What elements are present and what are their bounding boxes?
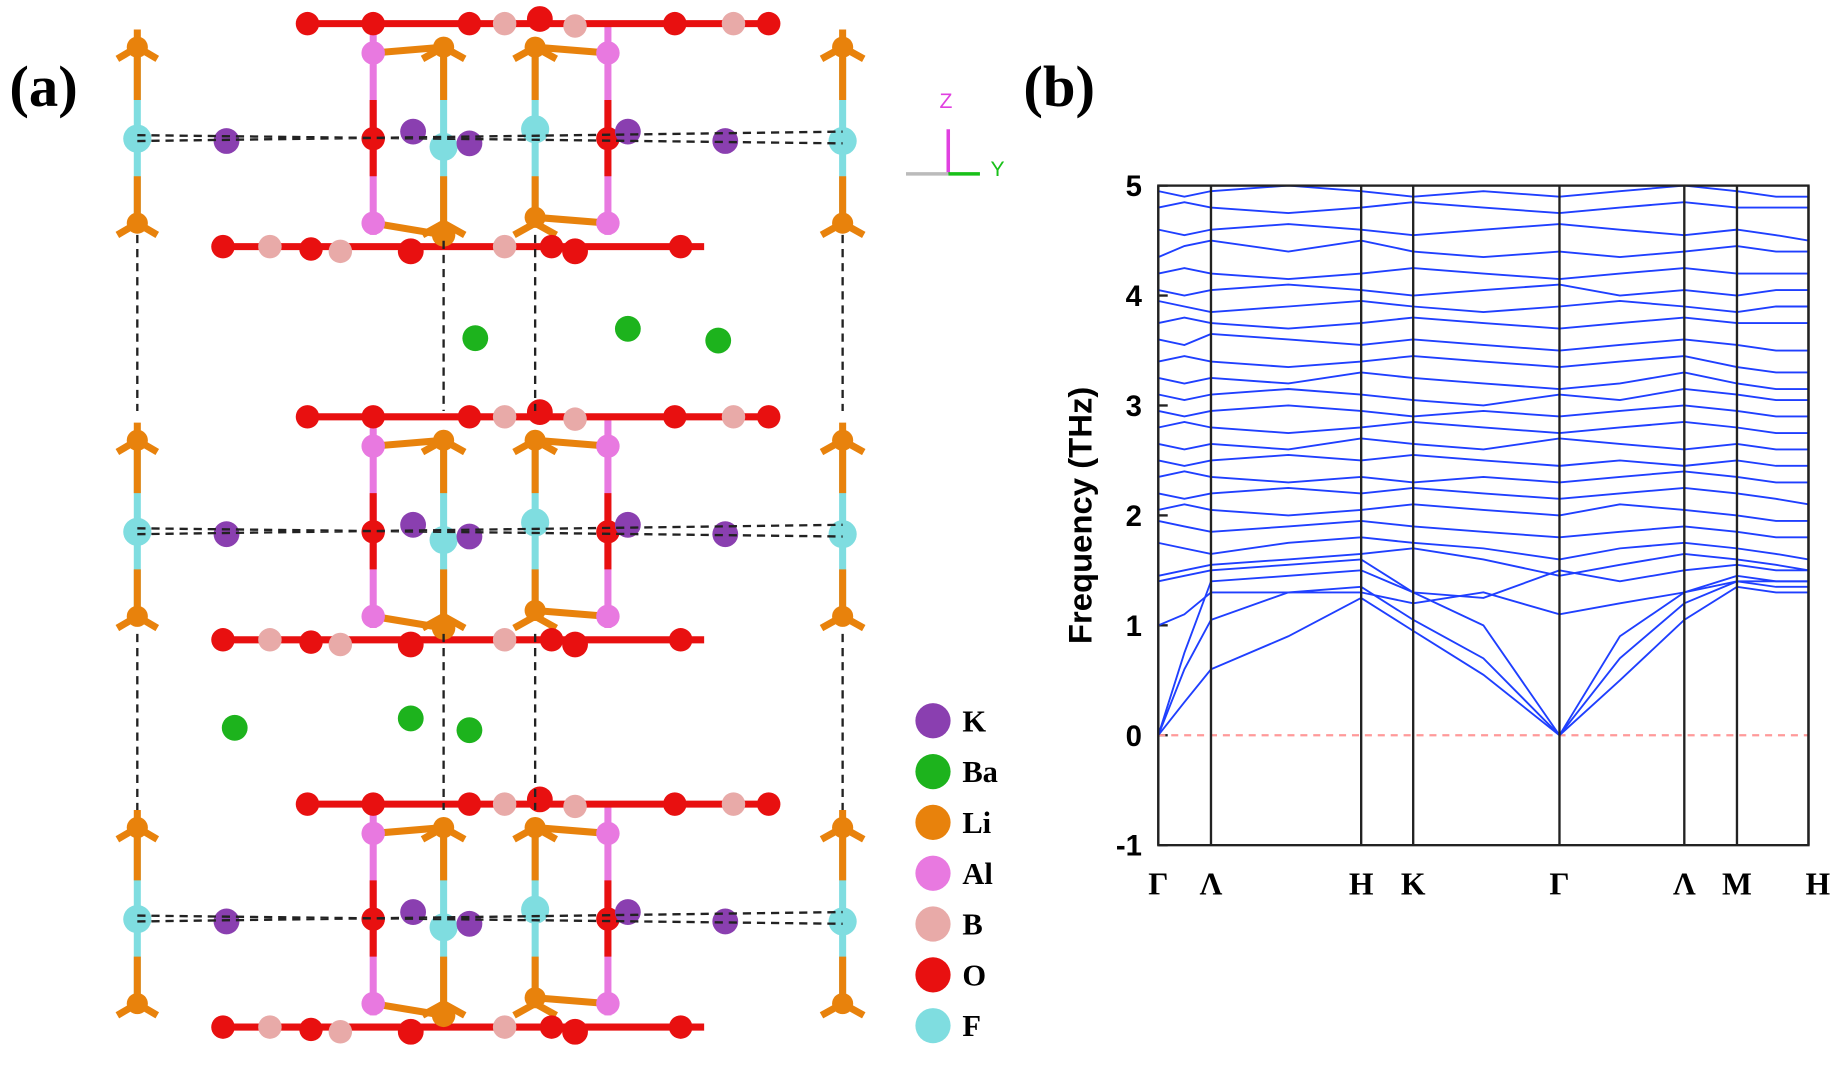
band — [1158, 355, 1809, 374]
x-tick-label: Γ — [1148, 866, 1168, 901]
legend-swatch — [915, 753, 951, 790]
y-tick-label: 3 — [1126, 390, 1142, 423]
y-tick-label: 0 — [1126, 720, 1142, 753]
band — [1158, 404, 1809, 418]
legend-swatch — [915, 906, 951, 942]
axis-label: Y — [990, 158, 1004, 181]
legend-label: B — [962, 908, 982, 942]
y-tick-label: 2 — [1126, 500, 1142, 533]
band — [1158, 300, 1809, 313]
band — [1158, 223, 1809, 242]
band — [1158, 470, 1809, 484]
band — [1158, 486, 1809, 506]
band — [1158, 503, 1809, 522]
crystal-structure — [117, 6, 980, 1045]
bands — [1158, 185, 1809, 737]
x-tick-label: M — [1722, 866, 1752, 901]
legend-label: K — [962, 704, 986, 738]
x-tick-label: H — [1349, 866, 1374, 901]
band — [1158, 283, 1809, 297]
band — [1158, 547, 1809, 577]
plot-frame — [1157, 184, 1810, 847]
x-tick-label: K — [1401, 866, 1426, 901]
legend-label: O — [962, 958, 986, 992]
y-tick-label: 1 — [1126, 610, 1142, 643]
legend-label: Ba — [962, 755, 998, 789]
x-tick-label: Γ — [1549, 866, 1569, 901]
legend-label: Al — [962, 857, 992, 891]
legend-swatch — [915, 855, 951, 891]
axis-label: Z — [939, 90, 952, 113]
band — [1158, 316, 1809, 330]
band — [1158, 388, 1809, 407]
panel-label: (b) — [1023, 54, 1095, 119]
legend-label: Li — [962, 806, 991, 840]
x-tick-label: H — [1806, 866, 1831, 901]
band — [1158, 585, 1809, 737]
band — [1158, 185, 1809, 198]
y-tick-label: -1 — [1116, 830, 1142, 863]
x-tick-label: Λ — [1200, 866, 1223, 901]
band — [1158, 569, 1809, 737]
y-tick-label: 5 — [1126, 170, 1142, 203]
band — [1158, 201, 1809, 215]
band — [1158, 437, 1809, 451]
y-tick-label: 4 — [1126, 280, 1143, 313]
band — [1158, 519, 1809, 539]
panel-label: (a) — [9, 54, 77, 119]
band — [1158, 421, 1809, 434]
band — [1158, 454, 1809, 467]
legend: K Ba Li Al BOF — [915, 703, 998, 1044]
legend-swatch — [915, 1008, 951, 1044]
y-axis-label: Frequency (THz) — [1061, 387, 1098, 644]
legend-swatch — [915, 804, 951, 841]
legend-label: F — [962, 1009, 981, 1043]
legend-swatch — [915, 703, 951, 739]
band — [1158, 333, 1809, 352]
band — [1158, 267, 1809, 280]
band — [1158, 580, 1809, 737]
legend-swatch — [915, 957, 951, 993]
x-tick-label: Λ — [1673, 866, 1696, 901]
band — [1158, 371, 1809, 390]
band — [1158, 239, 1809, 259]
